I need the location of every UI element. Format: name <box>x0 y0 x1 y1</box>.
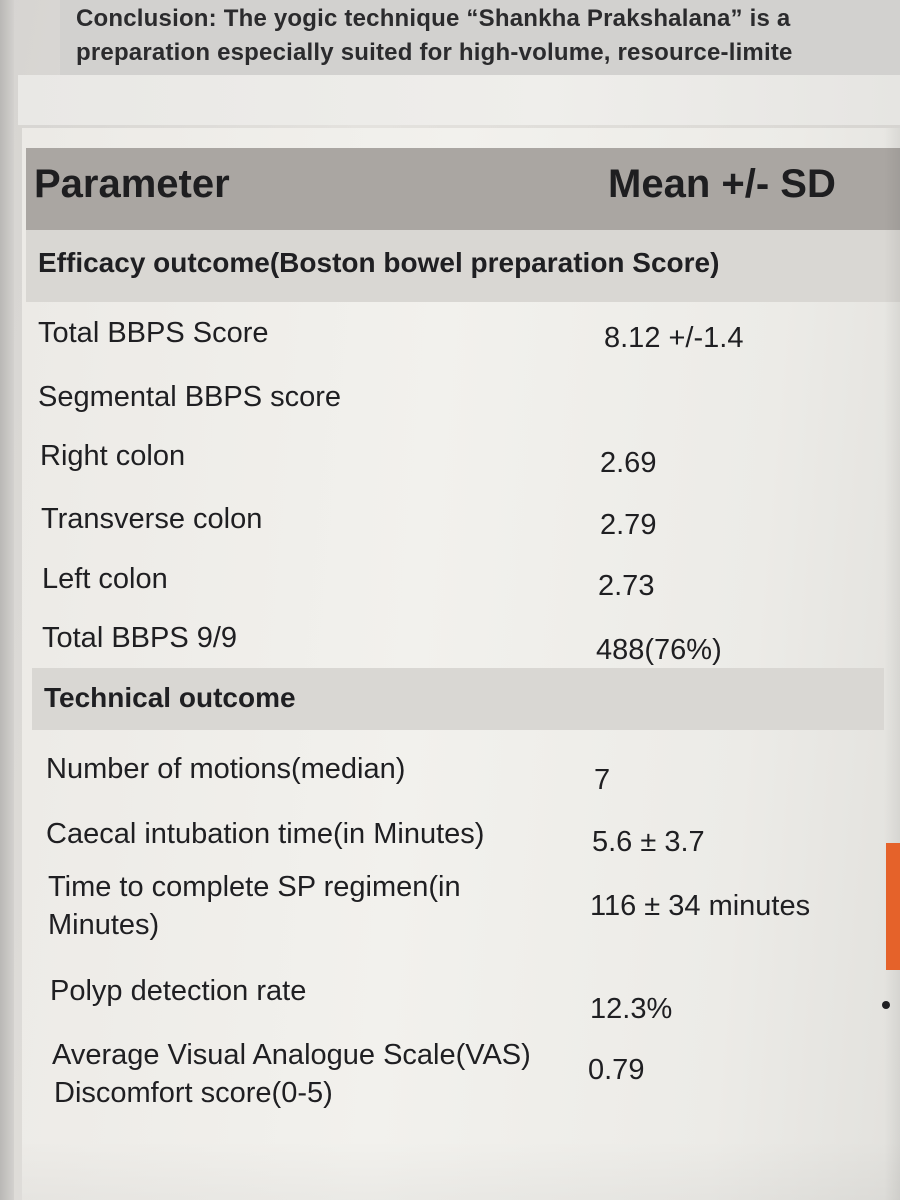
adjacent-poster-orange-block <box>886 843 900 970</box>
table-header-row <box>26 148 900 230</box>
row-param-caecal-intubation: Caecal intubation time(in Minutes) <box>46 818 485 850</box>
header-mean-sd: Mean +/- SD <box>608 162 836 206</box>
section-row-efficacy <box>26 230 900 302</box>
poster-left-edge <box>0 0 14 1200</box>
row-param-transverse-colon: Transverse colon <box>41 503 263 535</box>
section-label-technical: Technical outcome <box>44 682 296 713</box>
row-param-vas-line2: Discomfort score(0-5) <box>54 1077 333 1109</box>
conclusion-line-1: Conclusion: The yogic technique “Shankha… <box>76 5 791 32</box>
row-param-time-sp-regimen-line2: Minutes) <box>48 909 160 941</box>
row-param-segmental-bbps: Segmental BBPS score <box>38 381 342 413</box>
row-value-right-colon: 2.69 <box>600 447 657 479</box>
row-value-left-colon: 2.73 <box>598 570 655 602</box>
row-value-vas: 0.79 <box>588 1054 645 1086</box>
right-edge-shadow <box>884 128 900 1200</box>
section-label-efficacy: Efficacy outcome(Boston bowel preparatio… <box>38 247 720 278</box>
row-param-number-of-motions: Number of motions(median) <box>46 753 406 785</box>
row-param-vas-line1: Average Visual Analogue Scale(VAS) <box>52 1039 531 1071</box>
conclusion-panel <box>18 75 900 125</box>
row-value-number-of-motions: 7 <box>594 764 611 796</box>
row-param-total-bbps-9-9: Total BBPS 9/9 <box>42 622 238 654</box>
row-value-transverse-colon: 2.79 <box>600 509 657 541</box>
row-value-total-bbps: 8.12 +/-1.4 <box>604 322 744 354</box>
row-value-time-sp-regimen: 116 ± 34 minutes <box>590 890 811 922</box>
row-param-time-sp-regimen-line1: Time to complete SP regimen(in <box>48 871 461 903</box>
row-param-right-colon: Right colon <box>40 440 186 472</box>
row-param-left-colon: Left colon <box>42 563 168 595</box>
conclusion-banner: Conclusion: The yogic technique “Shankha… <box>60 0 900 75</box>
row-value-caecal-intubation: 5.6 ± 3.7 <box>592 826 705 858</box>
bottom-shadow <box>22 1140 900 1200</box>
section-row-technical <box>32 668 884 730</box>
results-table <box>22 128 900 1200</box>
row-param-total-bbps: Total BBPS Score <box>38 317 269 349</box>
row-param-polyp-detection: Polyp detection rate <box>50 975 307 1007</box>
bullet-dot-icon <box>882 1001 890 1009</box>
header-parameter: Parameter <box>34 162 230 206</box>
conclusion-line-2: preparation especially suited for high-v… <box>76 39 793 66</box>
row-value-total-bbps-9-9: 488(76%) <box>596 634 722 666</box>
row-value-polyp-detection: 12.3% <box>590 993 673 1025</box>
